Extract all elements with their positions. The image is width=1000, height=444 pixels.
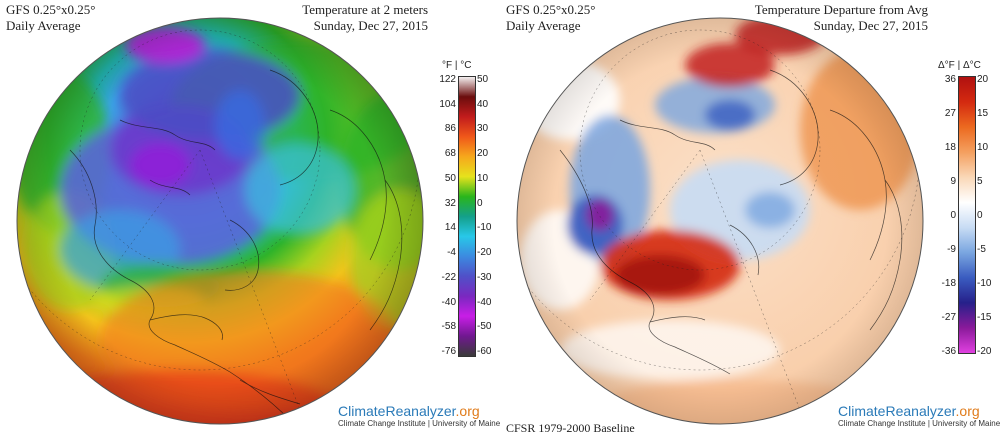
colorbar-tick-celsius: -5 xyxy=(977,244,986,255)
colorbar-tick-fahrenheit: 32 xyxy=(444,197,456,209)
date-label: Sunday, Dec 27, 2015 xyxy=(313,18,428,33)
brand-logo: ClimateReanalyzer.org Climate Change Ins… xyxy=(838,403,1000,429)
colorbar-tick-fahrenheit: 86 xyxy=(444,123,456,135)
colorbar-tick-fahrenheit: -76 xyxy=(441,346,456,357)
colorbar-tick-fahrenheit: 50 xyxy=(444,172,456,184)
map-title: Temperature at 2 meters Sunday, Dec 27, … xyxy=(302,2,428,34)
colorbar-tick-celsius: 5 xyxy=(977,176,983,187)
colorbar-tick-fahrenheit: -27 xyxy=(941,312,956,323)
colorbar-tick-celsius: -15 xyxy=(977,312,992,323)
colorbar-tick-celsius: 20 xyxy=(977,74,989,85)
brand-name-a: Climate xyxy=(338,403,386,419)
colorbar-tick-fahrenheit: 68 xyxy=(444,148,456,160)
colorbar-tick-fahrenheit: -22 xyxy=(441,271,456,283)
colorbar-tick-fahrenheit: -36 xyxy=(941,346,956,357)
colorbar-tick-celsius: 50 xyxy=(477,74,489,85)
colorbar-tick-fahrenheit: 14 xyxy=(444,222,456,234)
colorbar-tick-fahrenheit: -40 xyxy=(441,296,456,308)
colorbar-tick-celsius: -30 xyxy=(477,271,492,283)
temperature-globe-map xyxy=(16,17,424,425)
colorbar-tick-fahrenheit: 9 xyxy=(950,176,956,187)
colorbar-tick-celsius: 20 xyxy=(477,148,489,160)
brand-name-c: .org xyxy=(955,403,980,419)
brand-name-a: Climate xyxy=(838,403,886,419)
colorbar-title: °F | °C xyxy=(442,60,472,71)
model-name: GFS 0.25°x0.25° xyxy=(506,2,596,17)
model-label: GFS 0.25°x0.25° Daily Average xyxy=(506,2,596,34)
average-type: Daily Average xyxy=(506,18,581,33)
colorbar-tick-celsius: 15 xyxy=(977,108,989,119)
brand-name-c: .org xyxy=(455,403,480,419)
colorbar-tick-fahrenheit: -9 xyxy=(947,244,956,255)
colorbar-tick-fahrenheit: 27 xyxy=(944,108,956,119)
colorbar-tick-celsius: -10 xyxy=(977,278,992,289)
colorbar-tick-celsius: -50 xyxy=(477,321,492,333)
colorbar-tick-fahrenheit: -4 xyxy=(447,247,456,259)
colorbar-tick-celsius: -40 xyxy=(477,296,492,308)
colorbar-tick-fahrenheit: -18 xyxy=(941,278,956,289)
colorbar-tick-celsius: 30 xyxy=(477,123,489,135)
colorbar-tick-celsius: 40 xyxy=(477,98,489,110)
brand-logo: ClimateReanalyzer.org Climate Change Ins… xyxy=(338,403,500,429)
colorbar-tick-celsius: 10 xyxy=(977,142,989,153)
colorbar-tick-celsius: -10 xyxy=(477,222,492,234)
colorbar-tick-fahrenheit: 36 xyxy=(944,74,956,85)
colorbar-title: Δ°F | Δ°C xyxy=(938,60,981,71)
model-name: GFS 0.25°x0.25° xyxy=(6,2,96,17)
brand-name-b: Reanalyzer xyxy=(385,403,456,419)
brand-subtitle: Climate Change Institute | University of… xyxy=(338,419,500,428)
colorbar-tick-celsius: -20 xyxy=(977,346,992,357)
temperature-colorbar xyxy=(458,76,476,357)
map-title: Temperature Departure from Avg Sunday, D… xyxy=(755,2,928,34)
colorbar-tick-fahrenheit: 122 xyxy=(439,74,456,85)
anomaly-map-panel: GFS 0.25°x0.25° Daily Average Temperatur… xyxy=(500,0,1000,444)
colorbar-tick-celsius: 10 xyxy=(477,172,489,184)
colorbar-tick-fahrenheit: -58 xyxy=(441,321,456,333)
average-type: Daily Average xyxy=(6,18,81,33)
date-label: Sunday, Dec 27, 2015 xyxy=(813,18,928,33)
anomaly-colorbar xyxy=(958,76,976,354)
baseline-label: CFSR 1979-2000 Baseline xyxy=(506,421,635,435)
variable-title: Temperature at 2 meters xyxy=(302,2,428,17)
anomaly-globe-map xyxy=(516,17,924,425)
model-label: GFS 0.25°x0.25° Daily Average xyxy=(6,2,96,34)
colorbar-tick-fahrenheit: 18 xyxy=(944,142,956,153)
colorbar-tick-celsius: -20 xyxy=(477,247,492,259)
variable-title: Temperature Departure from Avg xyxy=(754,2,928,17)
temperature-map-panel: GFS 0.25°x0.25° Daily Average Temperatur… xyxy=(6,2,500,429)
brand-name-b: Reanalyzer xyxy=(885,403,956,419)
colorbar-tick-celsius: -60 xyxy=(477,346,492,357)
colorbar-tick-fahrenheit: 104 xyxy=(439,98,456,110)
colorbar-tick-celsius: 0 xyxy=(977,210,983,221)
colorbar-tick-celsius: 0 xyxy=(477,197,483,209)
colorbar-tick-fahrenheit: 0 xyxy=(950,210,956,221)
brand-subtitle: Climate Change Institute | University of… xyxy=(838,419,1000,428)
